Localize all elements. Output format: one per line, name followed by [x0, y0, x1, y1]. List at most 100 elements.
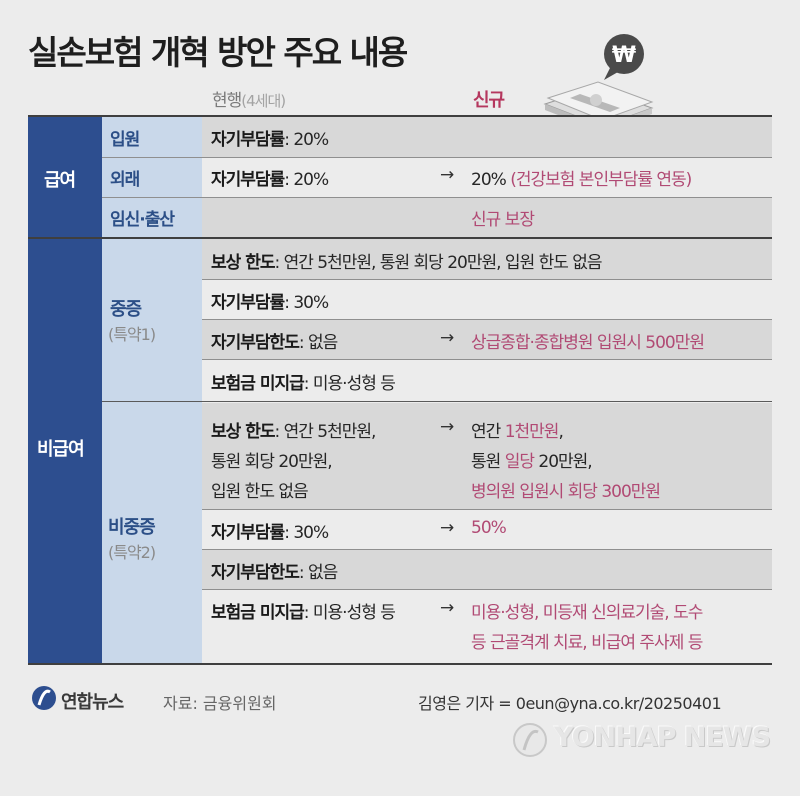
- row-divider: [202, 279, 772, 280]
- non-severe-no-pay-new-2: 등 근골격계 치료, 비급여 주사제 등: [471, 633, 703, 653]
- non-severe-limit-current-3: 입원 한도 없음: [211, 482, 309, 502]
- non-severe-copay-limit-current: 자기부담한도: 없음: [211, 558, 338, 583]
- row-divider: [102, 157, 772, 158]
- no-pay-value: : 미용·성형 등: [303, 374, 396, 394]
- benefits-sub-maternity: 임신·출산: [110, 210, 175, 230]
- row-divider: [202, 549, 772, 550]
- right-arrow-icon: →: [440, 165, 455, 185]
- severe-row-3: [202, 319, 772, 359]
- benefits-inpatient-current: 자기부담률: 20%: [211, 125, 329, 150]
- copay-rate-value: : 20%: [284, 170, 329, 190]
- svg-text:₩: ₩: [612, 43, 636, 68]
- new-limit-suffix: ,: [558, 422, 564, 442]
- copay-rate-label: 자기부담률: [211, 523, 285, 543]
- benefits-sub-column: [102, 117, 202, 237]
- benefits-row-2: [202, 157, 772, 197]
- non-severe-limit-new-1: 연간 1천만원,: [471, 417, 564, 442]
- new-limit-prefix: 연간: [471, 422, 505, 442]
- severe-sub-label: (특약1): [108, 325, 156, 344]
- row-divider: [202, 589, 772, 590]
- severe-row-2: [202, 279, 772, 319]
- non-severe-row-1: [202, 403, 772, 509]
- outpatient-new-value: 20%: [471, 170, 507, 190]
- row-divider: [102, 197, 772, 198]
- copay-rate-label: 자기부담률: [211, 130, 285, 150]
- column-header-current: 현행(4세대): [212, 86, 286, 111]
- non-benefits-label-cell: [28, 239, 102, 663]
- new-limit-highlight: 1천만원: [504, 422, 560, 442]
- non-severe-row-2: [202, 509, 772, 549]
- non-severe-row-3: [202, 549, 772, 589]
- copay-rate-value: : 30%: [284, 293, 329, 313]
- coverage-limit-value: : 연간 5천만원, 통원 회당 20만원, 입원 한도 없음: [274, 253, 602, 273]
- non-severe-limit-current-1: 보상 한도: 연간 5천만원,: [211, 417, 376, 442]
- yonhap-logo-icon: [32, 686, 56, 710]
- right-arrow-icon: →: [440, 518, 455, 538]
- non-severe-limit-new-3: 병의원 입원시 회당 300만원: [471, 477, 661, 502]
- right-arrow-icon: →: [440, 417, 455, 437]
- benefits-label: 급여: [44, 170, 76, 191]
- copay-limit-label: 자기부담한도: [211, 563, 300, 583]
- benefits-sub-inpatient: 입원: [110, 130, 140, 150]
- benefits-row-3: [202, 197, 772, 237]
- coverage-limit-label: 보상 한도: [211, 422, 275, 442]
- no-pay-value: : 미용·성형 등: [303, 603, 396, 623]
- row-divider: [202, 319, 772, 320]
- non-severe-no-pay-new-1: 미용·성형, 미등재 신의료기술, 도수: [471, 603, 703, 623]
- right-arrow-icon: →: [440, 328, 455, 348]
- benefits-outpatient-current: 자기부담률: 20%: [211, 165, 329, 190]
- new-limit-highlight: 병의원 입원시 회당 300만원: [471, 482, 661, 502]
- maternity-new-coverage: 신규 보장: [471, 210, 535, 230]
- section-divider: [28, 237, 772, 239]
- severe-row-1: [202, 239, 772, 279]
- non-severe-copay-current: 자기부담률: 30%: [211, 518, 329, 543]
- table-top-rule: [28, 115, 772, 117]
- non-severe-copay-new: 50%: [471, 518, 507, 538]
- coverage-limit-label: 보상 한도: [211, 253, 275, 273]
- severe-limit-current: 보상 한도: 연간 5천만원, 통원 회당 20만원, 입원 한도 없음: [211, 248, 603, 273]
- non-severe-sub-label: (특약2): [108, 543, 156, 562]
- severe-copay-limit-new: 상급종합·종합병원 입원시 500만원: [471, 333, 705, 353]
- benefits-outpatient-new: 20% (건강보험 본인부담률 연동): [471, 165, 692, 190]
- table-bottom-rule: [28, 663, 772, 665]
- copay-limit-value: : 없음: [298, 333, 338, 353]
- copay-rate-label: 자기부담률: [211, 170, 285, 190]
- non-severe-row-4: [202, 589, 772, 663]
- non-benefits-label: 비급여: [37, 439, 85, 460]
- comparison-table: 급여 입원 외래 임신·출산 자기부담률: 20% 자기부담률: 20% → 2…: [28, 115, 772, 665]
- reporter-credit: 김영은 기자 = 0eun@yna.co.kr/20250401: [418, 694, 722, 713]
- page-title: 실손보험 개혁 방안 주요 내용: [28, 33, 408, 72]
- no-pay-label: 보험금 미지급: [211, 374, 305, 394]
- non-severe-label: 비중증: [108, 517, 156, 538]
- new-limit-prefix: 통원: [471, 452, 505, 472]
- severe-no-pay-current: 보험금 미지급: 미용·성형 등: [211, 369, 396, 394]
- non-severe-limit-current-2: 통원 회당 20만원,: [211, 452, 333, 472]
- copay-limit-value: : 없음: [298, 563, 338, 583]
- severe-row-4: [202, 359, 772, 401]
- non-severe-limit-new-2: 통원 일당 20만원,: [471, 447, 593, 472]
- column-current-sub: (4세대): [241, 92, 286, 110]
- severe-copay-limit-current: 자기부담한도: 없음: [211, 328, 338, 353]
- source-note: 자료: 금융위원회: [163, 694, 277, 713]
- new-limit-highlight: 일당: [504, 452, 535, 472]
- watermark-logo-icon: [513, 723, 547, 757]
- row-divider: [202, 359, 772, 360]
- non-benefits-sub-column: [102, 239, 202, 663]
- copay-rate-value: : 20%: [284, 130, 329, 150]
- new-limit-suffix: 20만원,: [533, 452, 592, 472]
- row-divider: [202, 509, 772, 510]
- column-current-label: 현행: [212, 91, 242, 111]
- copay-rate-label: 자기부담률: [211, 293, 285, 313]
- severe-copay-current: 자기부담률: 30%: [211, 288, 329, 313]
- benefits-label-cell: [28, 117, 102, 237]
- column-header-new: 신규: [473, 90, 505, 111]
- copay-limit-label: 자기부담한도: [211, 333, 300, 353]
- benefits-row-1: [202, 117, 772, 157]
- benefits-sub-outpatient: 외래: [110, 170, 140, 190]
- coverage-limit-line-1: : 연간 5천만원,: [274, 422, 376, 442]
- watermark: YONHAP NEWS: [554, 722, 771, 753]
- yonhap-logo-text: 연합뉴스: [61, 692, 124, 713]
- non-severe-no-pay-current: 보험금 미지급: 미용·성형 등: [211, 598, 396, 623]
- outpatient-new-note: (건강보험 본인부담률 연동): [510, 170, 692, 190]
- copay-rate-value: : 30%: [284, 523, 329, 543]
